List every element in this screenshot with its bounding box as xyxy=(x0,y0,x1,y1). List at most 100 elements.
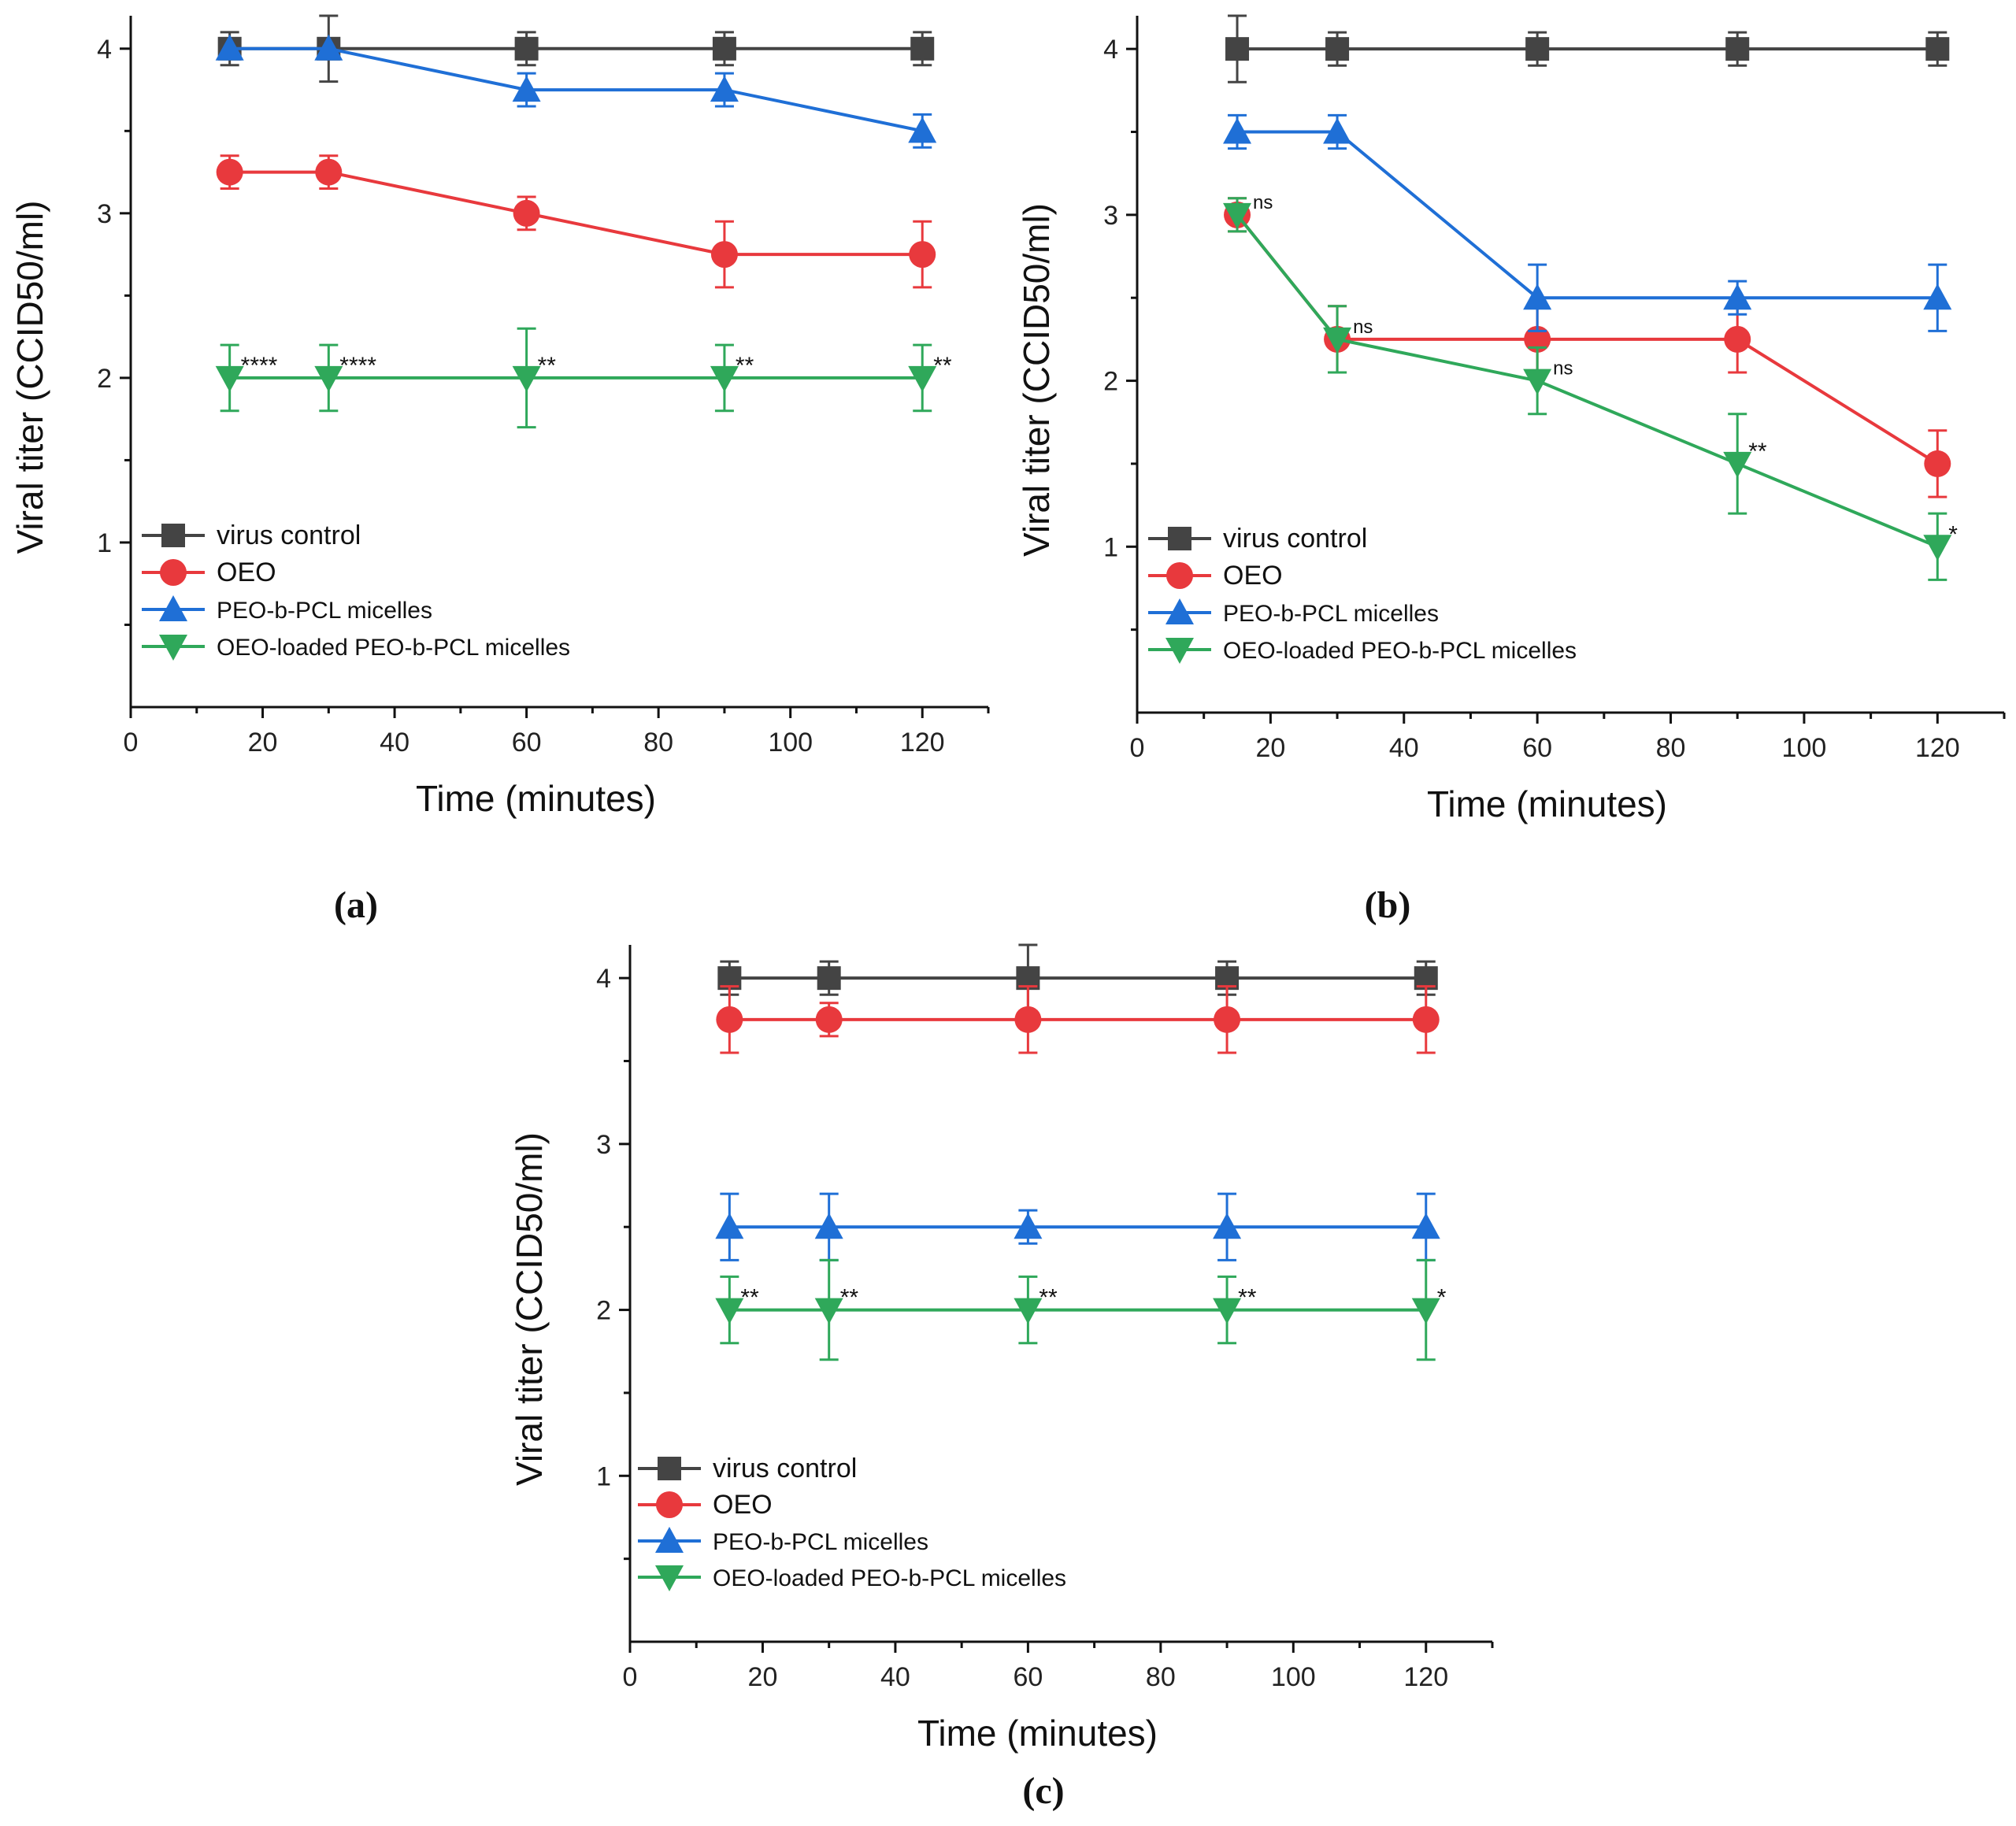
legend-label: virus control xyxy=(1223,524,1367,554)
significance-annotation: ns xyxy=(1353,317,1373,338)
significance-annotation: * xyxy=(1948,521,1958,547)
data-point xyxy=(215,365,244,392)
chart-panel-b: 0 20 40 60 80 100 120 1 2 3 4 Time (minutes) Viral t… xyxy=(1016,14,2006,926)
x-tick-label: 40 xyxy=(880,1662,910,1692)
data-point xyxy=(715,1298,744,1324)
significance-annotation: ** xyxy=(740,1285,759,1311)
y-axis-title: Viral titer (CCID50/ml) xyxy=(509,1132,550,1486)
y-tick-label: 1 xyxy=(596,1461,611,1491)
legend-marker xyxy=(161,524,185,547)
series-line xyxy=(229,46,923,133)
legend-label: PEO-b-PCL micelles xyxy=(217,598,432,624)
legend-label: PEO-b-PCL micelles xyxy=(713,1529,928,1555)
significance-annotation: **** xyxy=(241,353,278,379)
chart-panel-c: 0 20 40 60 80 100 120 1 2 3 4 Time (minutes) Viral t… xyxy=(509,943,1494,1812)
data-point xyxy=(1525,37,1550,61)
significance-annotation: ** xyxy=(736,353,754,379)
y-tick-label: 4 xyxy=(97,35,112,65)
x-tick-label: 100 xyxy=(1271,1662,1316,1692)
legend-label: OEO-loaded PEO-b-PCL micelles xyxy=(1223,638,1577,664)
significance-annotation: **** xyxy=(339,353,376,379)
data-point xyxy=(1723,451,1752,478)
data-point xyxy=(1411,1213,1440,1239)
legend-label: virus control xyxy=(217,520,361,550)
data-point xyxy=(1523,369,1552,395)
legend-marker xyxy=(1166,638,1194,664)
x-tick-label: 40 xyxy=(1389,733,1419,763)
y-axis-title: Viral titer (CCID50/ml) xyxy=(9,201,50,554)
data-point xyxy=(712,36,736,61)
y-tick-label: 1 xyxy=(1103,532,1118,562)
series-oeo xyxy=(216,154,936,289)
data-point xyxy=(716,1006,743,1033)
panel-label: (c) xyxy=(1022,1770,1064,1812)
data-point xyxy=(909,241,936,269)
significance-annotation: ns xyxy=(1553,358,1573,380)
series-line xyxy=(1236,213,1939,549)
data-point xyxy=(1225,37,1250,61)
significance-annotation: ** xyxy=(538,353,557,379)
series-peo-b-pcl-micelles xyxy=(1223,113,1952,332)
data-point xyxy=(814,1298,843,1324)
x-tick-label: 60 xyxy=(1522,733,1552,763)
legend-marker xyxy=(1166,562,1193,589)
y-tick-label: 4 xyxy=(1103,35,1118,65)
data-point xyxy=(1725,37,1750,61)
data-point xyxy=(715,1213,744,1239)
data-point xyxy=(1411,1298,1440,1324)
panel-label: (a) xyxy=(334,884,378,926)
data-point xyxy=(710,76,739,102)
legend-marker xyxy=(160,559,187,586)
data-point xyxy=(1925,37,1950,61)
data-point xyxy=(1923,535,1952,561)
legend-label: PEO-b-PCL micelles xyxy=(1223,601,1439,627)
series-oeo-loaded-peo-b-pcl-micelles xyxy=(1223,197,1952,581)
legend-label: virus control xyxy=(713,1454,857,1483)
x-tick-label: 20 xyxy=(1255,733,1285,763)
significance-annotation: ** xyxy=(840,1285,859,1311)
data-point xyxy=(1213,1213,1242,1239)
significance-annotation: * xyxy=(1437,1285,1447,1311)
x-tick-label: 20 xyxy=(748,1662,778,1692)
data-point xyxy=(1213,1298,1242,1324)
data-point xyxy=(815,1006,843,1033)
data-point xyxy=(1523,283,1552,310)
x-tick-label: 80 xyxy=(643,728,673,757)
x-axis-title: Time (minutes) xyxy=(416,778,656,819)
data-point xyxy=(710,365,739,392)
data-point xyxy=(513,199,540,227)
series-peo-b-pcl-micelles xyxy=(715,1192,1440,1261)
legend-label: OEO xyxy=(713,1490,773,1520)
data-point xyxy=(910,36,935,61)
panel-label: (b) xyxy=(1365,884,1411,926)
data-point xyxy=(1923,283,1952,310)
data-point xyxy=(1524,325,1551,353)
x-tick-label: 120 xyxy=(1403,1662,1448,1692)
data-point xyxy=(1412,1006,1440,1033)
series-peo-b-pcl-micelles xyxy=(215,34,937,149)
series-virus-control xyxy=(1225,14,1950,83)
y-tick-label: 1 xyxy=(97,528,112,558)
legend: virus control OEO PEO-b-PCL micelles OEO-lo… xyxy=(142,520,570,661)
x-tick-label: 60 xyxy=(512,728,542,757)
x-tick-label: 80 xyxy=(1656,733,1686,763)
legend-marker xyxy=(1168,527,1191,550)
legend: virus control OEO PEO-b-PCL micelles OEO-lo… xyxy=(638,1454,1066,1591)
series-line xyxy=(1237,130,1938,300)
series-oeo-loaded-peo-b-pcl-micelles xyxy=(215,327,937,429)
y-axis-title: Viral titer (CCID50/ml) xyxy=(1016,203,1057,557)
data-point xyxy=(817,966,841,991)
data-point xyxy=(1323,117,1352,144)
x-tick-label: 0 xyxy=(623,1662,638,1692)
data-point xyxy=(512,365,541,392)
legend-marker xyxy=(656,1491,683,1518)
legend-marker xyxy=(655,1527,684,1553)
data-point xyxy=(1724,325,1751,353)
series-oeo-loaded-peo-b-pcl-micelles xyxy=(715,1258,1440,1361)
data-point xyxy=(1723,283,1752,310)
legend-marker xyxy=(159,595,187,621)
y-tick-label: 3 xyxy=(596,1130,611,1160)
data-point xyxy=(1014,1298,1043,1324)
legend-marker xyxy=(658,1457,681,1480)
y-tick-label: 3 xyxy=(1103,201,1118,231)
